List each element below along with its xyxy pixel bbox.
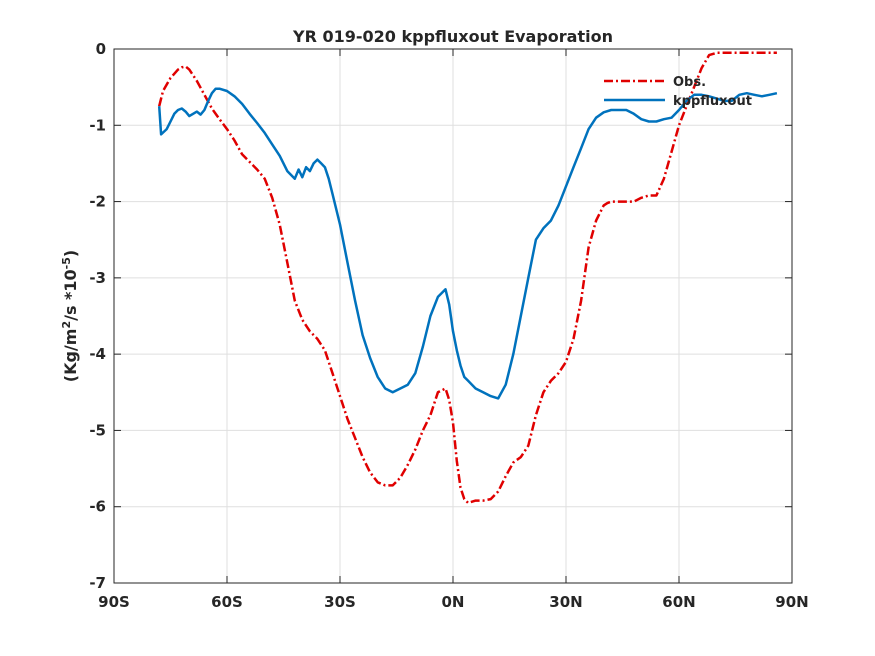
x-tick-label: 30N: [549, 593, 582, 611]
legend: Obs. kppfluxout: [604, 75, 752, 109]
y-tick-label: -2: [89, 193, 106, 211]
x-tick-label: 60N: [662, 593, 695, 611]
y-tick-label: -1: [89, 116, 106, 134]
legend-label-obs: Obs.: [673, 75, 706, 90]
y-axis-label-sup1: 2: [60, 321, 73, 329]
series-layer: [157, 51, 778, 505]
chart-title: YR 019-020 kppfluxout Evaporation: [292, 27, 613, 46]
y-tick-label: -5: [89, 421, 106, 439]
x-tick-label: 90S: [98, 593, 130, 611]
ticks: [113, 48, 793, 584]
y-axis-label-sup2: -5: [60, 257, 73, 269]
y-tick-label: 0: [96, 40, 106, 58]
y-tick-label: -3: [89, 269, 106, 287]
legend-label-kppfluxout: kppfluxout: [673, 94, 752, 109]
x-tick-label: 0N: [442, 593, 465, 611]
x-tick-label: 60S: [211, 593, 243, 611]
y-tick-label: -4: [89, 345, 106, 363]
y-tick-labels: 0 -1 -2 -3 -4 -5 -6 -7: [89, 40, 106, 592]
y-axis-label: (Kg/m2/s *10-5): [60, 250, 81, 382]
series-line-obs: [157, 51, 777, 505]
series-line-kppfluxout: [157, 87, 778, 400]
x-tick-label: 90N: [775, 593, 808, 611]
y-tick-label: -6: [89, 498, 106, 516]
x-tick-labels: 90S 60S 30S 0N 30N 60N 90N: [98, 593, 809, 611]
y-tick-label: -7: [89, 574, 106, 592]
x-tick-label: 30S: [324, 593, 356, 611]
